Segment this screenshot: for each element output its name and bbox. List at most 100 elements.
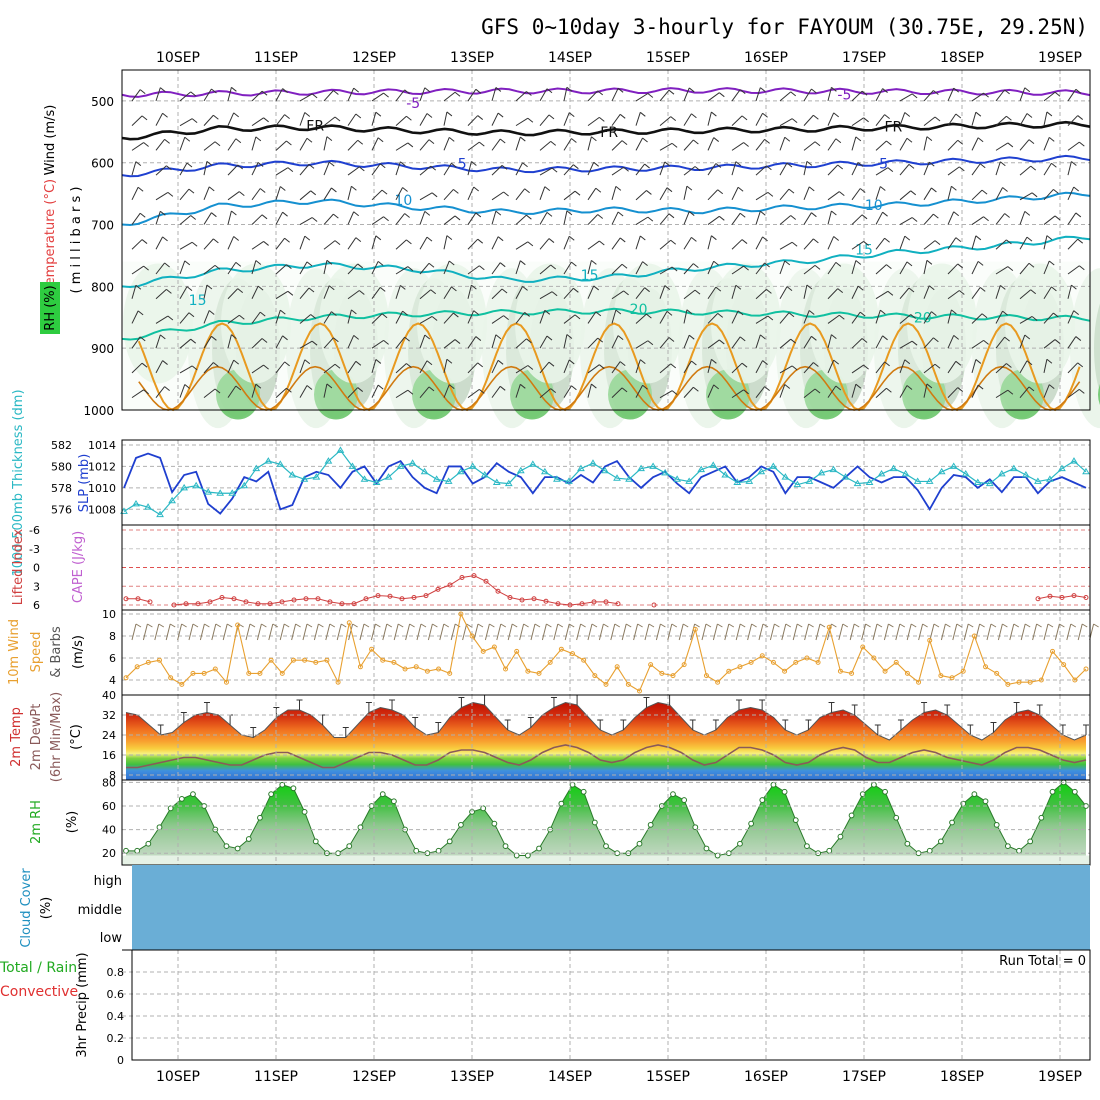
wind-barb (443, 260, 450, 275)
surface-wind-barb-flag (1093, 623, 1099, 628)
wind-barb-flag (957, 387, 964, 392)
thickness-point (1058, 464, 1066, 472)
wind-barb-flag (522, 162, 528, 168)
wind-barb (275, 88, 284, 102)
wind-barb (371, 137, 379, 151)
wind-barb-flag (713, 384, 720, 390)
lifted-index-point (543, 598, 549, 604)
lifted-index-point (123, 596, 129, 602)
wind-barb (419, 262, 430, 275)
rh-point (603, 843, 609, 850)
wind-barb-flag (477, 362, 484, 368)
wind-barb-flag (595, 187, 602, 193)
wind-barb (131, 362, 143, 374)
wind-barb-flag (255, 136, 262, 142)
wind-barb-flag (977, 261, 984, 266)
rh-shade (907, 263, 977, 384)
wind-barb (851, 117, 864, 127)
wind-barb (827, 314, 840, 324)
wind-barb (635, 359, 641, 374)
surface-wind-barb (313, 623, 319, 641)
wind-barb (923, 90, 934, 102)
thickness-point (1082, 467, 1090, 475)
rh-point (502, 843, 509, 850)
wind-barb-flag (806, 284, 813, 290)
wind-barb (275, 361, 286, 374)
wind-barb (587, 136, 592, 151)
wind-barb (275, 140, 287, 151)
wind-barb (875, 140, 887, 151)
thickness-point (528, 460, 537, 467)
rh-point (558, 800, 565, 807)
wind-barb (539, 310, 546, 324)
rh-point (1027, 838, 1034, 845)
wind-barb (299, 385, 308, 398)
wind-barb-flag (1006, 115, 1012, 121)
wind-barb-flag (671, 142, 678, 148)
wind-barb-flag (568, 235, 575, 241)
temp-tick-label: 24 (102, 729, 116, 742)
wind-barb-flag (400, 285, 406, 290)
wind-barb-flag (688, 87, 695, 93)
wind-barb (371, 163, 381, 176)
thickness-point (817, 468, 826, 476)
rh-shade (613, 263, 683, 384)
rh-point (524, 852, 531, 859)
wind-speed-point (123, 675, 129, 681)
wind-barb (731, 187, 739, 201)
surface-wind-barb-flag (500, 623, 507, 628)
cape-axis-label: CAPE (J/kg) (71, 531, 86, 603)
wind-barb (803, 310, 810, 324)
wind-barb-flag (788, 312, 795, 318)
wind-barb-flag (184, 384, 191, 389)
wind-barb (947, 263, 959, 275)
surface-wind-barb (1054, 623, 1060, 641)
rh-point (167, 805, 174, 812)
wind-barb (1067, 362, 1079, 374)
thickness-point (709, 461, 718, 468)
top-date-label: 18SEP (940, 50, 984, 66)
wind-barb-flag (402, 187, 408, 192)
rh-point (178, 795, 185, 802)
lifted-index-point (183, 601, 189, 607)
thickness-point (889, 464, 898, 472)
wind-barb (491, 262, 501, 275)
wind-barb-flag (599, 117, 605, 122)
wind-barb (371, 235, 377, 250)
wind-barb-flag (887, 167, 894, 173)
wind-barb-flag (886, 387, 892, 393)
wind-barb-flag (693, 263, 699, 268)
rh-point (703, 845, 710, 852)
wind-barb-flag (931, 187, 937, 193)
rh-point (301, 808, 308, 815)
wind-barb (179, 260, 186, 275)
wind-barb-flag (906, 385, 913, 390)
wind-speed-point (570, 651, 576, 657)
thickness-point (300, 475, 309, 482)
rh-shade (319, 263, 389, 384)
wind-barb-flag (859, 188, 866, 193)
wind-barb-flag (693, 386, 699, 392)
wind-barb (419, 386, 430, 398)
wind-barb-flag (1048, 384, 1055, 390)
wind-barb (323, 136, 328, 151)
wind-barb (227, 288, 239, 300)
lifted-index-point (1047, 593, 1053, 599)
wind-barb (323, 187, 332, 201)
wind-barb-flag (814, 388, 821, 394)
wind-barb-flag (786, 286, 793, 291)
surface-wind-barb (598, 623, 604, 641)
rh-point (792, 817, 799, 824)
thickness-point (492, 478, 501, 485)
wind-barb (563, 359, 570, 374)
wind-barb (227, 138, 237, 151)
slp-tick-label: 1014 (88, 439, 116, 452)
isotherm-label: FR (600, 125, 618, 141)
wind-barb (995, 161, 1001, 176)
run-total-label: Run Total = 0 (999, 954, 1086, 969)
wind-barb-flag (977, 137, 984, 143)
rh-point (223, 843, 230, 850)
thickness-point (264, 457, 273, 464)
thickness-point (961, 469, 970, 477)
surface-wind-barb (291, 623, 297, 641)
